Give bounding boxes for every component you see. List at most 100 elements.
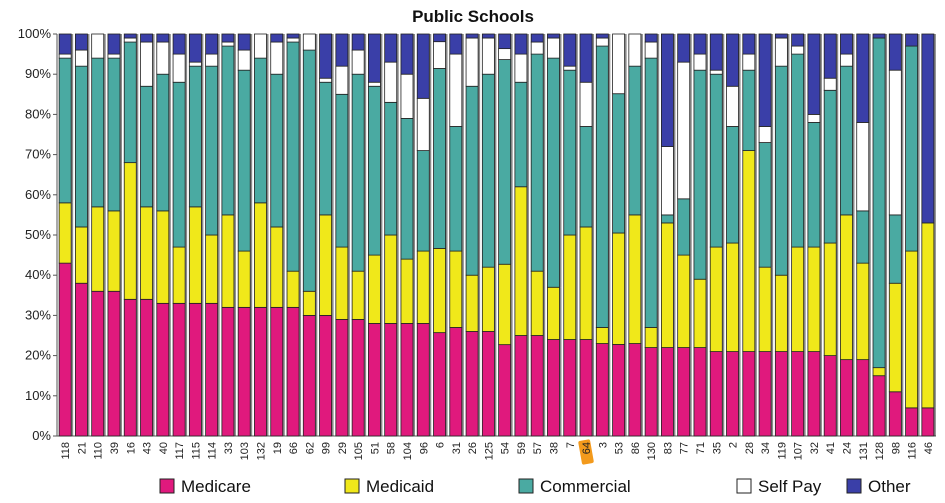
bar-segment-self-pay	[791, 45, 805, 55]
bar-segment-medicaid	[758, 266, 772, 352]
bar-segment-other	[758, 33, 772, 127]
x-tick-label: 39	[109, 442, 121, 454]
bar-segment-commercial	[270, 73, 284, 228]
bar-stack-130	[644, 33, 660, 437]
bar-stack-33	[221, 33, 236, 437]
x-tick-label: 46	[923, 442, 935, 454]
bar-stack-24	[840, 33, 855, 437]
bar-segment-commercial	[791, 53, 805, 248]
x-tick-label: 118	[60, 442, 72, 460]
bar-segment-self-pay	[91, 33, 105, 59]
bar-segment-commercial	[888, 214, 902, 284]
bar-segment-medicaid	[449, 250, 463, 328]
bar-segment-medicare	[709, 351, 723, 437]
y-tick-label: 30%	[25, 307, 51, 322]
bar-segment-self-pay	[628, 33, 642, 67]
bar-segment-other	[465, 33, 479, 39]
bar-segment-medicaid	[254, 202, 267, 308]
bar-segment-self-pay	[530, 41, 544, 55]
x-tick-label: 128	[874, 442, 886, 460]
bar-segment-medicare	[579, 339, 593, 437]
legend-item-other: Other	[846, 477, 911, 496]
bar-stack-54	[498, 33, 513, 437]
bar-segment-self-pay	[433, 41, 446, 69]
bar-segment-medicare	[595, 343, 609, 437]
bar-segment-self-pay	[286, 37, 300, 43]
bar-segment-self-pay	[254, 33, 267, 59]
bar-segment-medicare	[188, 302, 202, 437]
bar-segment-commercial	[205, 65, 219, 236]
bar-stack-21	[74, 33, 90, 437]
bar-segment-commercial	[644, 57, 658, 328]
bar-segment-other	[384, 33, 398, 63]
bar-segment-medicare	[123, 298, 137, 437]
bar-stack-58	[384, 33, 399, 437]
legend-item-self-pay: Self Pay	[736, 477, 822, 496]
x-tick-label: 28	[744, 442, 756, 454]
bar-segment-medicare	[254, 306, 267, 437]
bar-stack-35	[709, 33, 725, 437]
highlight-marker	[578, 439, 594, 465]
bar-segment-other	[237, 33, 251, 51]
x-tick-label: 110	[93, 442, 105, 460]
bar-segment-other	[188, 33, 202, 63]
bar-segment-other	[74, 33, 88, 51]
x-tick-label: 116	[907, 442, 919, 460]
bar-segment-medicaid	[660, 222, 674, 348]
x-tick-label: 66	[288, 442, 300, 454]
bar-segment-medicare	[465, 331, 479, 437]
bar-segment-commercial	[335, 93, 349, 248]
bar-segment-self-pay	[514, 53, 528, 83]
bar-segment-other	[400, 33, 414, 75]
x-tick-label: 2	[728, 442, 740, 448]
bar-segment-medicare	[807, 351, 821, 437]
bar-stack-6	[433, 33, 448, 437]
bar-segment-medicaid	[188, 206, 202, 304]
bar-segment-medicare	[612, 344, 626, 437]
y-tick-label: 0%	[32, 428, 51, 443]
bar-segment-medicaid	[595, 327, 609, 344]
bar-segment-commercial	[58, 57, 72, 204]
bar-segment-medicare	[905, 407, 919, 437]
bar-segment-self-pay	[188, 61, 202, 67]
bar-stack-103	[237, 33, 253, 437]
bar-segment-medicare	[726, 351, 739, 437]
bar-stack-34	[758, 33, 774, 437]
bar-segment-medicaid	[400, 258, 414, 324]
bar-segment-commercial	[74, 65, 88, 228]
bar-stack-53	[612, 33, 627, 437]
x-tick-label: 33	[223, 442, 235, 454]
bar-segment-medicare	[742, 351, 756, 437]
bar-segment-self-pay	[742, 53, 756, 71]
axes: 0% 10% 20% 30% 40% 50% 60% 70% 80% 90% 100%	[18, 26, 936, 443]
bar-stack-115	[188, 33, 204, 437]
x-tick-label: 24	[841, 442, 853, 454]
bar-segment-medicaid	[872, 367, 886, 377]
bar-stack-66	[286, 33, 302, 437]
bar-stack-128	[872, 33, 888, 437]
bar-segment-commercial	[351, 73, 365, 272]
bar-segment-medicare	[888, 391, 902, 437]
x-tick-label: 40	[158, 442, 170, 454]
bar-stack-118	[58, 33, 74, 437]
bar-segment-other	[742, 33, 756, 55]
bar-segment-medicare	[758, 351, 772, 437]
bar-segment-medicaid	[921, 222, 935, 409]
bar-segment-self-pay	[888, 69, 902, 216]
bar-segment-commercial	[563, 69, 577, 236]
bar-segment-commercial	[384, 101, 398, 236]
bar-segment-medicaid	[888, 282, 902, 393]
bar-segment-self-pay	[709, 69, 723, 75]
bar-segment-medicare	[205, 302, 219, 437]
bar-segment-commercial	[319, 81, 333, 216]
bar-segment-self-pay	[172, 53, 186, 83]
bar-stack-104	[400, 33, 415, 437]
bar-segment-commercial	[433, 68, 446, 249]
bar-segment-self-pay	[221, 41, 235, 47]
bar-segment-commercial	[742, 69, 756, 151]
bar-stack-86	[628, 33, 643, 437]
x-tick-label: 19	[272, 442, 284, 454]
bar-stack-2	[726, 33, 741, 437]
bar-segment-medicare	[400, 323, 414, 437]
